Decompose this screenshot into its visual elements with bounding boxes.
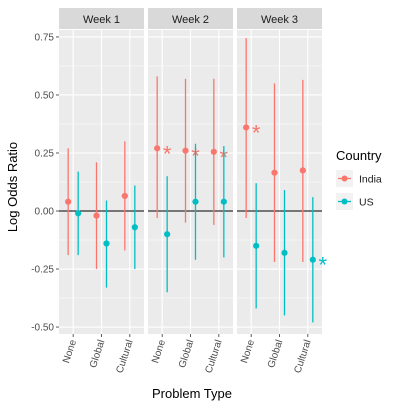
data-point-india (271, 169, 278, 176)
legend-item-india: India (336, 170, 382, 187)
panels-layer: Week 1 None Global Cultural Week 2 * * * None Glo… (59, 8, 328, 375)
facet-strip-label: Week 1 (83, 14, 120, 26)
facet-strip-label: Week 2 (172, 14, 209, 26)
x-tick-label: Cultural (115, 339, 136, 375)
data-point-us (75, 210, 82, 217)
data-point-india (182, 147, 189, 154)
y-tick-label: 0.25 (35, 148, 55, 159)
facet-panel-3: Week 3 * * None Global Cultural (237, 8, 328, 375)
facet-strip-bg (59, 8, 144, 29)
y-axis: -0.50 -0.25 0.00 0.25 0.50 0.75 (31, 32, 59, 334)
y-tick-label: 0.50 (35, 90, 55, 101)
data-point-us (220, 198, 227, 205)
legend: Country India US (336, 148, 382, 210)
facet-panel-1: Week 1 None Global Cultural (59, 8, 144, 375)
data-point-india (154, 145, 161, 152)
facet-strip-label: Week 3 (261, 14, 298, 26)
x-tick-label: Global (177, 339, 196, 370)
legend-title: Country (336, 148, 382, 163)
x-tick-label: Global (88, 339, 107, 370)
data-point-us (253, 242, 260, 249)
data-point-india (210, 148, 217, 155)
legend-item-us: US (336, 193, 374, 210)
data-point-india (121, 192, 128, 200)
x-tick-label: Cultural (204, 339, 225, 375)
significance-star: * (252, 120, 261, 145)
facet-strip-bg (237, 8, 322, 29)
significance-star: * (163, 141, 172, 166)
legend-label: US (359, 197, 374, 209)
data-point-us (281, 249, 288, 256)
data-point-india (243, 124, 250, 131)
data-point-us (103, 240, 110, 247)
legend-key-point (341, 198, 348, 205)
y-tick-label: -0.25 (31, 265, 54, 276)
y-axis-title: Log Odds Ratio (5, 142, 20, 232)
data-point-us (192, 198, 199, 205)
x-tick-label: Cultural (293, 339, 314, 375)
data-point-us (164, 231, 171, 238)
x-tick-label: None (150, 338, 168, 365)
data-point-india (65, 198, 72, 205)
significance-star: * (319, 253, 328, 278)
x-tick-label: Global (266, 339, 285, 370)
x-tick-label: None (239, 338, 257, 365)
data-point-india (93, 212, 100, 219)
x-tick-label: None (61, 338, 79, 365)
y-tick-label: 0.75 (35, 32, 55, 43)
data-point-us (131, 224, 138, 231)
facet-strip-bg (148, 8, 233, 29)
legend-key-point (341, 175, 348, 182)
data-point-india (299, 167, 306, 174)
y-tick-label: 0.00 (35, 207, 55, 218)
x-axis-title: Problem Type (152, 386, 232, 401)
data-point-us (309, 256, 316, 263)
legend-label: India (359, 174, 382, 186)
y-tick-label: -0.50 (31, 323, 54, 334)
